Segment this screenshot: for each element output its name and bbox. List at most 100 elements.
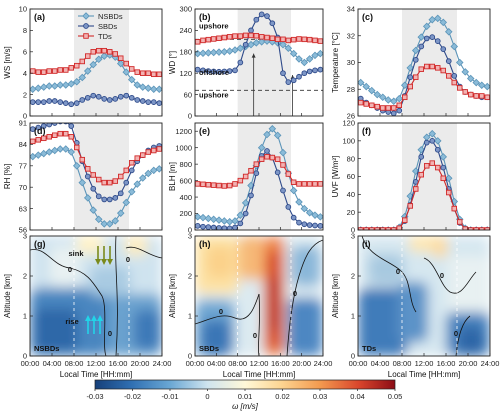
data-point-SBDs <box>418 43 425 50</box>
x-tick-label: 08:00 <box>228 359 247 368</box>
data-point-TDs <box>123 167 129 174</box>
data-point-SBDs <box>301 221 308 228</box>
data-point-SBDs <box>95 93 102 100</box>
data-point-NSBDs <box>295 55 303 63</box>
data-point-TDs <box>134 155 140 161</box>
y-tick-label: 4 <box>23 69 27 78</box>
x-tick-label: 20:00 <box>131 359 150 368</box>
legend-marker <box>83 23 89 29</box>
data-point-SBDs <box>150 99 157 105</box>
contour-line <box>423 257 477 294</box>
data-point-NSBDs <box>455 58 464 67</box>
data-point-TDs <box>117 173 124 180</box>
y-tick-label: 32 <box>347 31 355 40</box>
data-point-TDs <box>84 166 91 172</box>
data-point-SBDs <box>200 67 206 74</box>
data-point-TDs <box>221 34 228 41</box>
data-point-SBDs <box>73 100 80 107</box>
panel-frame <box>357 8 491 117</box>
data-point-TDs <box>41 69 47 75</box>
data-point-TDs <box>210 182 217 188</box>
contour-value-label: 0 <box>108 329 112 338</box>
data-point-TDs <box>226 182 233 189</box>
y-tick-label: 56 <box>19 226 27 235</box>
data-point-TDs <box>317 181 323 187</box>
x-tick-label: 00:00 <box>349 359 368 368</box>
data-point-NSBDs <box>268 124 277 133</box>
data-point-NSBDs <box>417 33 426 41</box>
colorbar-tick-label: -0.03 <box>86 392 103 401</box>
data-point-NSBDs <box>316 49 323 58</box>
contour-line <box>195 293 260 325</box>
colorbar-tick-label: -0.01 <box>161 392 178 401</box>
data-point-NSBDs <box>67 80 76 88</box>
data-point-TDs <box>317 38 323 44</box>
heatmap-field <box>358 236 490 356</box>
data-point-NSBDs <box>56 145 65 153</box>
data-point-TDs <box>195 181 201 187</box>
data-point-TDs <box>457 219 463 225</box>
data-point-TDs <box>402 217 408 223</box>
sink-label: sink <box>68 249 84 258</box>
data-point-SBDs <box>412 56 419 63</box>
data-point-TDs <box>451 79 458 86</box>
data-point-NSBDs <box>433 14 442 23</box>
contour-line <box>286 239 323 356</box>
x-tick-label: 16:00 <box>437 359 456 368</box>
heatmap-cell <box>76 236 104 254</box>
data-point-NSBDs <box>263 130 271 139</box>
data-point-SBDs <box>312 67 318 74</box>
data-point-TDs <box>150 147 157 154</box>
y-tick-label: 1 <box>351 312 355 321</box>
x-tick-label: 08:00 <box>65 359 84 368</box>
data-point-NSBDs <box>384 96 393 104</box>
y-tick-label: 8 <box>23 26 27 35</box>
data-point-TDs <box>145 70 151 76</box>
colorbar: -0.03 -0.02 -0.01 0 0.01 0.02 0.03 0.04 0.05 ω [m… <box>86 379 402 411</box>
heatmap-cell <box>269 276 279 332</box>
data-point-TDs <box>484 94 490 101</box>
data-point-TDs <box>63 130 69 137</box>
data-point-TDs <box>123 60 129 67</box>
data-point-TDs <box>237 33 244 39</box>
heatmap-cell <box>432 236 448 258</box>
case-label: TDs <box>362 344 376 353</box>
data-point-TDs <box>369 102 375 109</box>
data-point-TDs <box>290 179 297 186</box>
contour-line <box>125 246 162 259</box>
panel-axes-8: 0 1 2 3 00:00 04:00 08:00 12:00 16:00 20:00 24:00 A… <box>331 232 499 379</box>
y-tick-label: 20 <box>347 208 355 217</box>
y-tick-label: 0 <box>188 226 192 235</box>
sink-arrow-head <box>95 259 101 265</box>
data-point-NSBDs <box>45 148 54 156</box>
data-point-TDs <box>134 69 140 75</box>
sink-arrows <box>95 246 113 265</box>
y-tick-label: 400 <box>179 193 192 202</box>
data-point-SBDs <box>84 94 91 101</box>
data-point-TDs <box>301 181 308 187</box>
y-tick-label: 1200 <box>175 127 192 136</box>
data-point-NSBDs <box>279 40 287 49</box>
data-point-TDs <box>46 68 53 74</box>
heatmap-cell <box>368 254 404 284</box>
data-point-NSBDs <box>30 85 37 94</box>
data-point-SBDs <box>418 154 425 160</box>
data-point-NSBDs <box>225 218 234 226</box>
heatmap-cell <box>134 310 162 350</box>
data-point-SBDs <box>156 100 162 107</box>
plot-area-1 <box>195 11 323 116</box>
y-tick-label: 3 <box>23 232 27 241</box>
y-axis-label: Altitude [km] <box>331 274 340 318</box>
panel-frame <box>357 235 491 357</box>
y-tick-label: 2 <box>23 272 27 281</box>
panel-axes-4: 0 200 400 600 800 1000 1200 BLH [m] (e) <box>168 122 324 235</box>
x-tick-label: 04:00 <box>43 359 62 368</box>
panel-label: (g) <box>34 239 46 249</box>
y-axis-label: RH [%] <box>3 164 12 189</box>
x-tick-label: 12:00 <box>415 359 434 368</box>
data-point-NSBDs <box>231 217 239 225</box>
y-axis-label: BLH [m] <box>168 162 177 191</box>
data-point-SBDs <box>106 97 113 103</box>
data-point-SBDs <box>95 193 102 200</box>
panel-frame <box>194 122 324 231</box>
